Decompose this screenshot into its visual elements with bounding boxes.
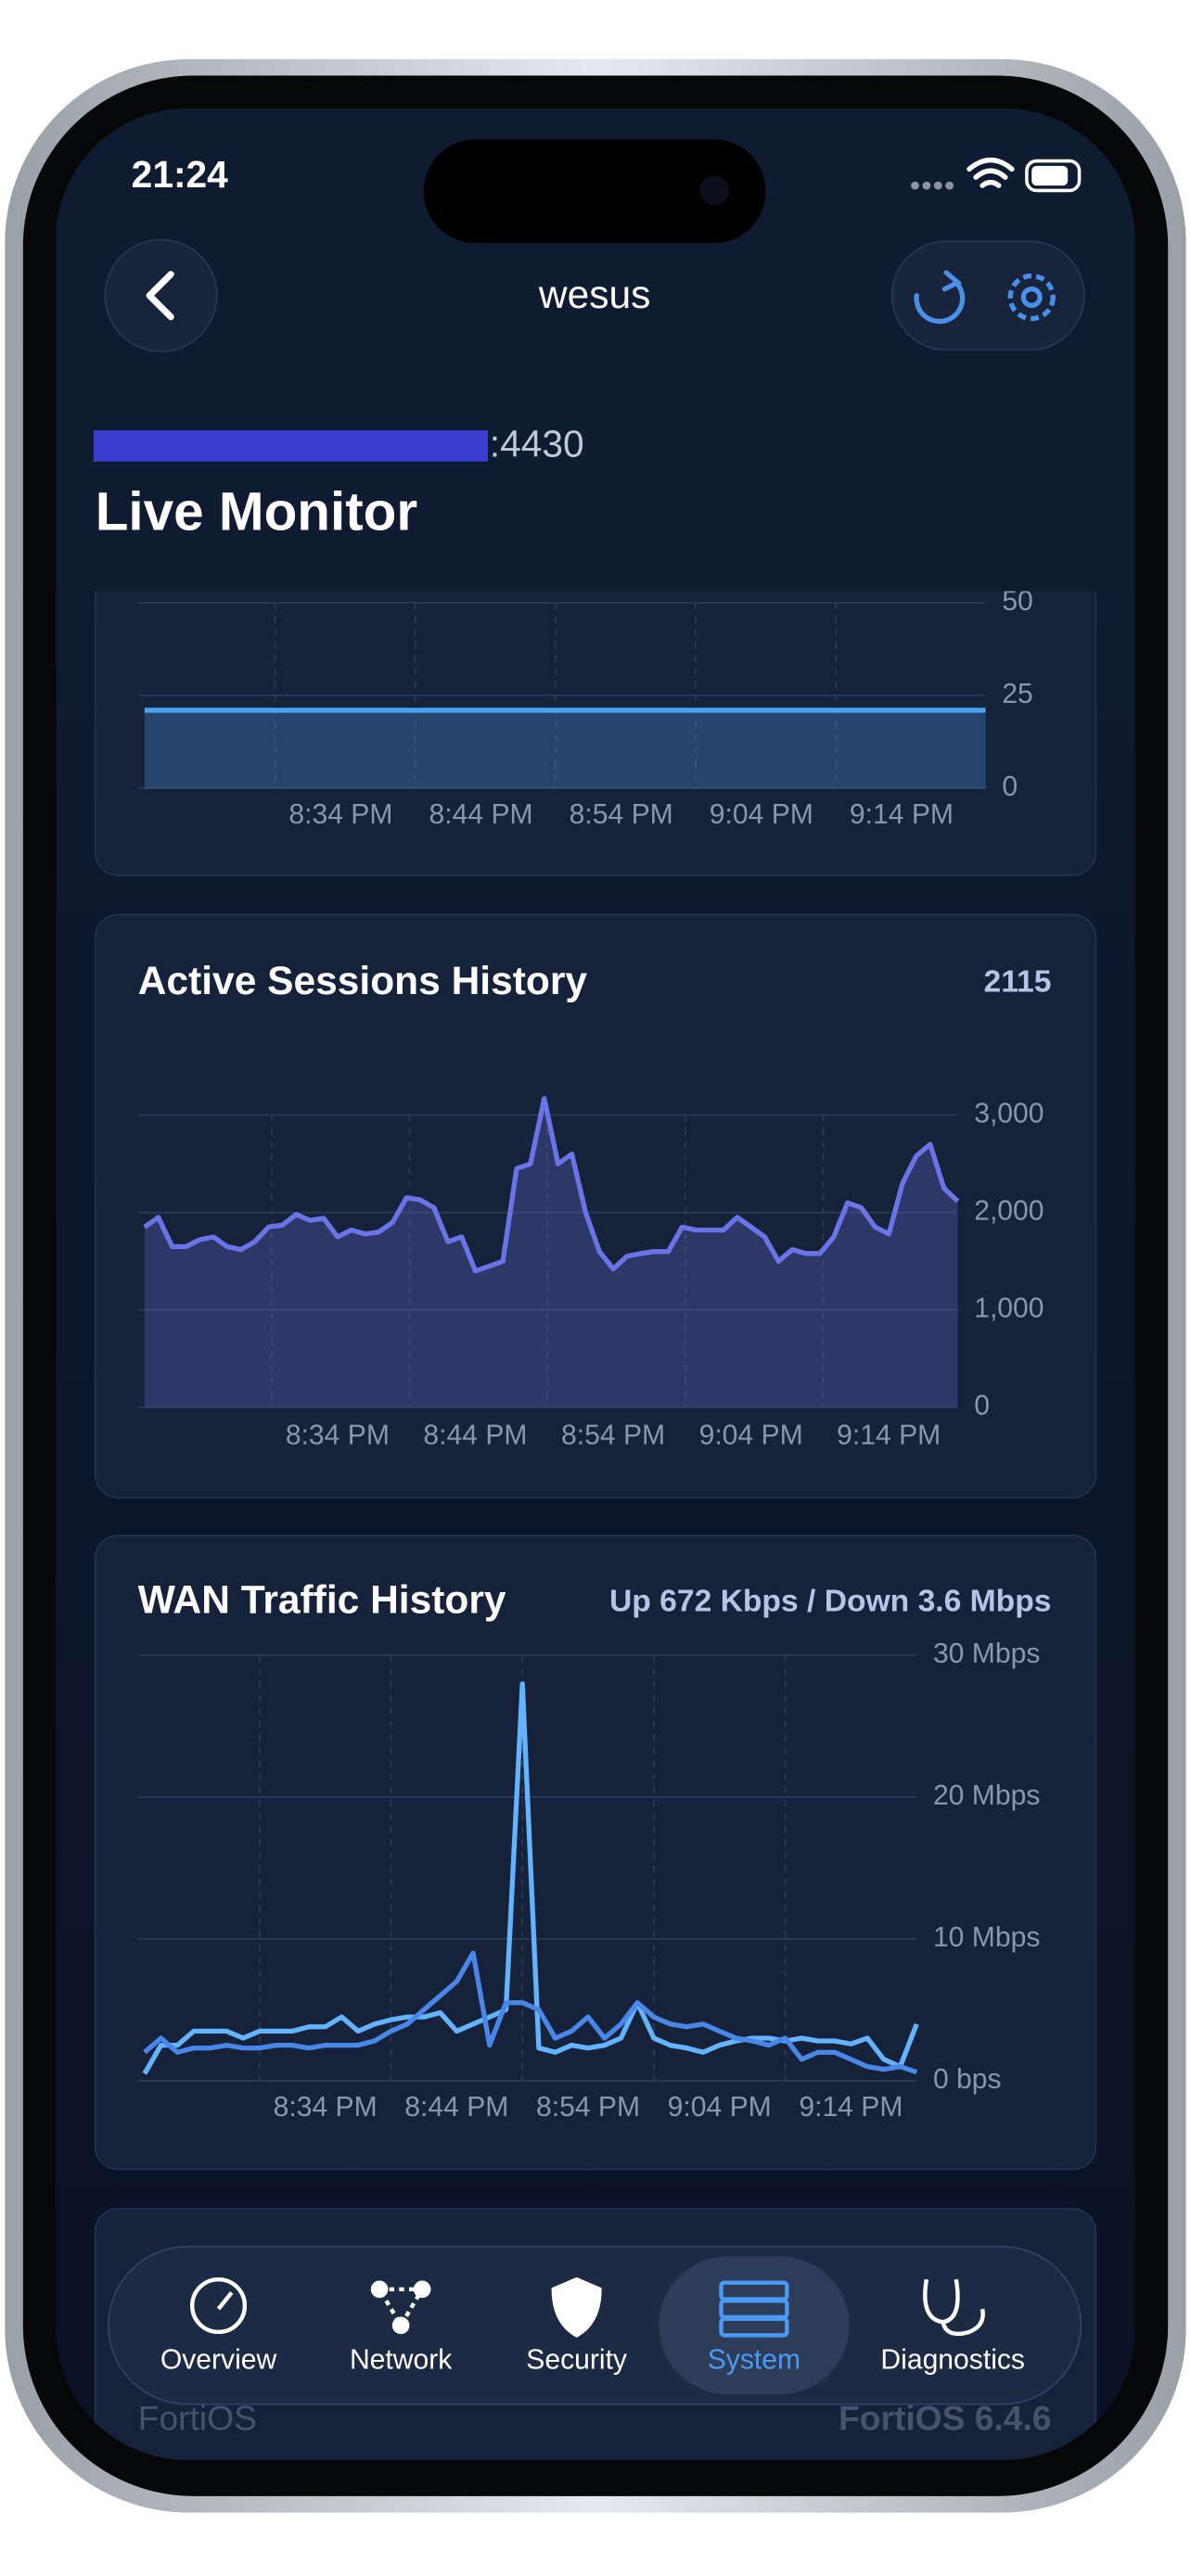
camera [699, 175, 730, 206]
battery-icon [1025, 159, 1082, 193]
icon-part [189, 2276, 248, 2335]
y-tick-label: 20 Mbps [933, 1780, 1040, 1811]
tab-icon [370, 2280, 431, 2335]
chart: Active Sessions History 2115 0 1,000 2,000 3,… [138, 960, 1052, 1451]
refresh-arrow [941, 270, 963, 292]
tab-label[interactable]: Diagnostics [880, 2345, 1025, 2376]
icon-part [376, 2287, 427, 2330]
x-tick-label: 8:54 PM [570, 799, 673, 830]
icon-part [923, 2278, 985, 2337]
x-tick-label: 8:54 PM [561, 1421, 665, 1451]
card [94, 913, 1097, 1499]
current-value: 2115 [984, 965, 1052, 1000]
battery-level [1031, 165, 1069, 186]
y-tick-label: 1,000 [974, 1294, 1044, 1324]
x-tick-label: 8:34 PM [286, 1421, 390, 1451]
area [144, 709, 986, 789]
x-tick-label: 9:14 PM [837, 1421, 941, 1451]
header-title: wesus [538, 274, 650, 317]
x-tick-label: 8:54 PM [536, 2092, 640, 2123]
card [94, 1535, 1097, 2171]
y-tick-label: 10 Mbps [933, 1922, 1040, 1953]
chart-title: Active Sessions History [138, 960, 588, 1003]
line [143, 1095, 960, 1274]
dynamic-island [423, 139, 766, 244]
y-tick-label: 0 bps [933, 2064, 1002, 2095]
back-button[interactable] [104, 238, 218, 352]
wifi-icon [967, 158, 1015, 188]
icon-part [216, 2290, 234, 2311]
x-tick-label: 9:04 PM [668, 2092, 772, 2123]
settings-button[interactable] [1007, 273, 1056, 322]
y-tick-label: 0 [1002, 772, 1018, 802]
status-time: 21:24 [132, 153, 228, 196]
traffic-summary: Up 672 Kbps / Down 3.6 Mbps [609, 1584, 1051, 1618]
tab-active [659, 2256, 850, 2395]
back-icon [146, 271, 174, 321]
tab-label[interactable]: Overview [160, 2345, 277, 2376]
y-tick-label: 30 Mbps [933, 1639, 1040, 1669]
x-tick-label: 8:44 PM [423, 1421, 527, 1451]
x-tick-label: 9:04 PM [710, 799, 813, 830]
x-tick-label: 8:44 PM [404, 2092, 508, 2123]
host: :4430 [490, 422, 584, 465]
refresh-button[interactable] [914, 279, 966, 325]
page-title: Live Monitor [96, 482, 417, 542]
tab-label[interactable]: Security [526, 2345, 627, 2376]
tab-icon [719, 2280, 789, 2338]
signal-icon [911, 181, 954, 190]
tab-icon [189, 2276, 248, 2335]
tab-icon [551, 2276, 602, 2338]
y-tick-label: 3,000 [974, 1098, 1044, 1129]
x-tick-label: 8:34 PM [288, 799, 392, 830]
icon-part [719, 2316, 789, 2338]
x-tick-label: 9:14 PM [799, 2092, 903, 2123]
x-tick-label: 9:04 PM [699, 1421, 803, 1451]
area [144, 1098, 958, 1408]
line [143, 1950, 918, 2075]
tab-bar [108, 2245, 1082, 2405]
chart: WAN Traffic History Up 672 Kbps / Down 3.… [138, 1579, 1052, 2123]
tab-label[interactable]: System [708, 2345, 800, 2376]
tab-label[interactable]: Network [350, 2345, 453, 2376]
x-tick-label: 8:44 PM [429, 799, 533, 830]
y-tick-label: 25 [1002, 679, 1032, 709]
tab-icon [923, 2278, 985, 2337]
x-tick-label: 9:14 PM [850, 799, 954, 830]
y-tick-label: 2,000 [974, 1196, 1044, 1227]
y-tick-label: 0 [974, 1391, 990, 1422]
redaction [93, 430, 488, 462]
icon-part [551, 2276, 602, 2338]
settings-icon [1020, 287, 1043, 309]
x-tick-label: 8:34 PM [274, 2092, 378, 2123]
chart-title: WAN Traffic History [138, 1579, 506, 1623]
